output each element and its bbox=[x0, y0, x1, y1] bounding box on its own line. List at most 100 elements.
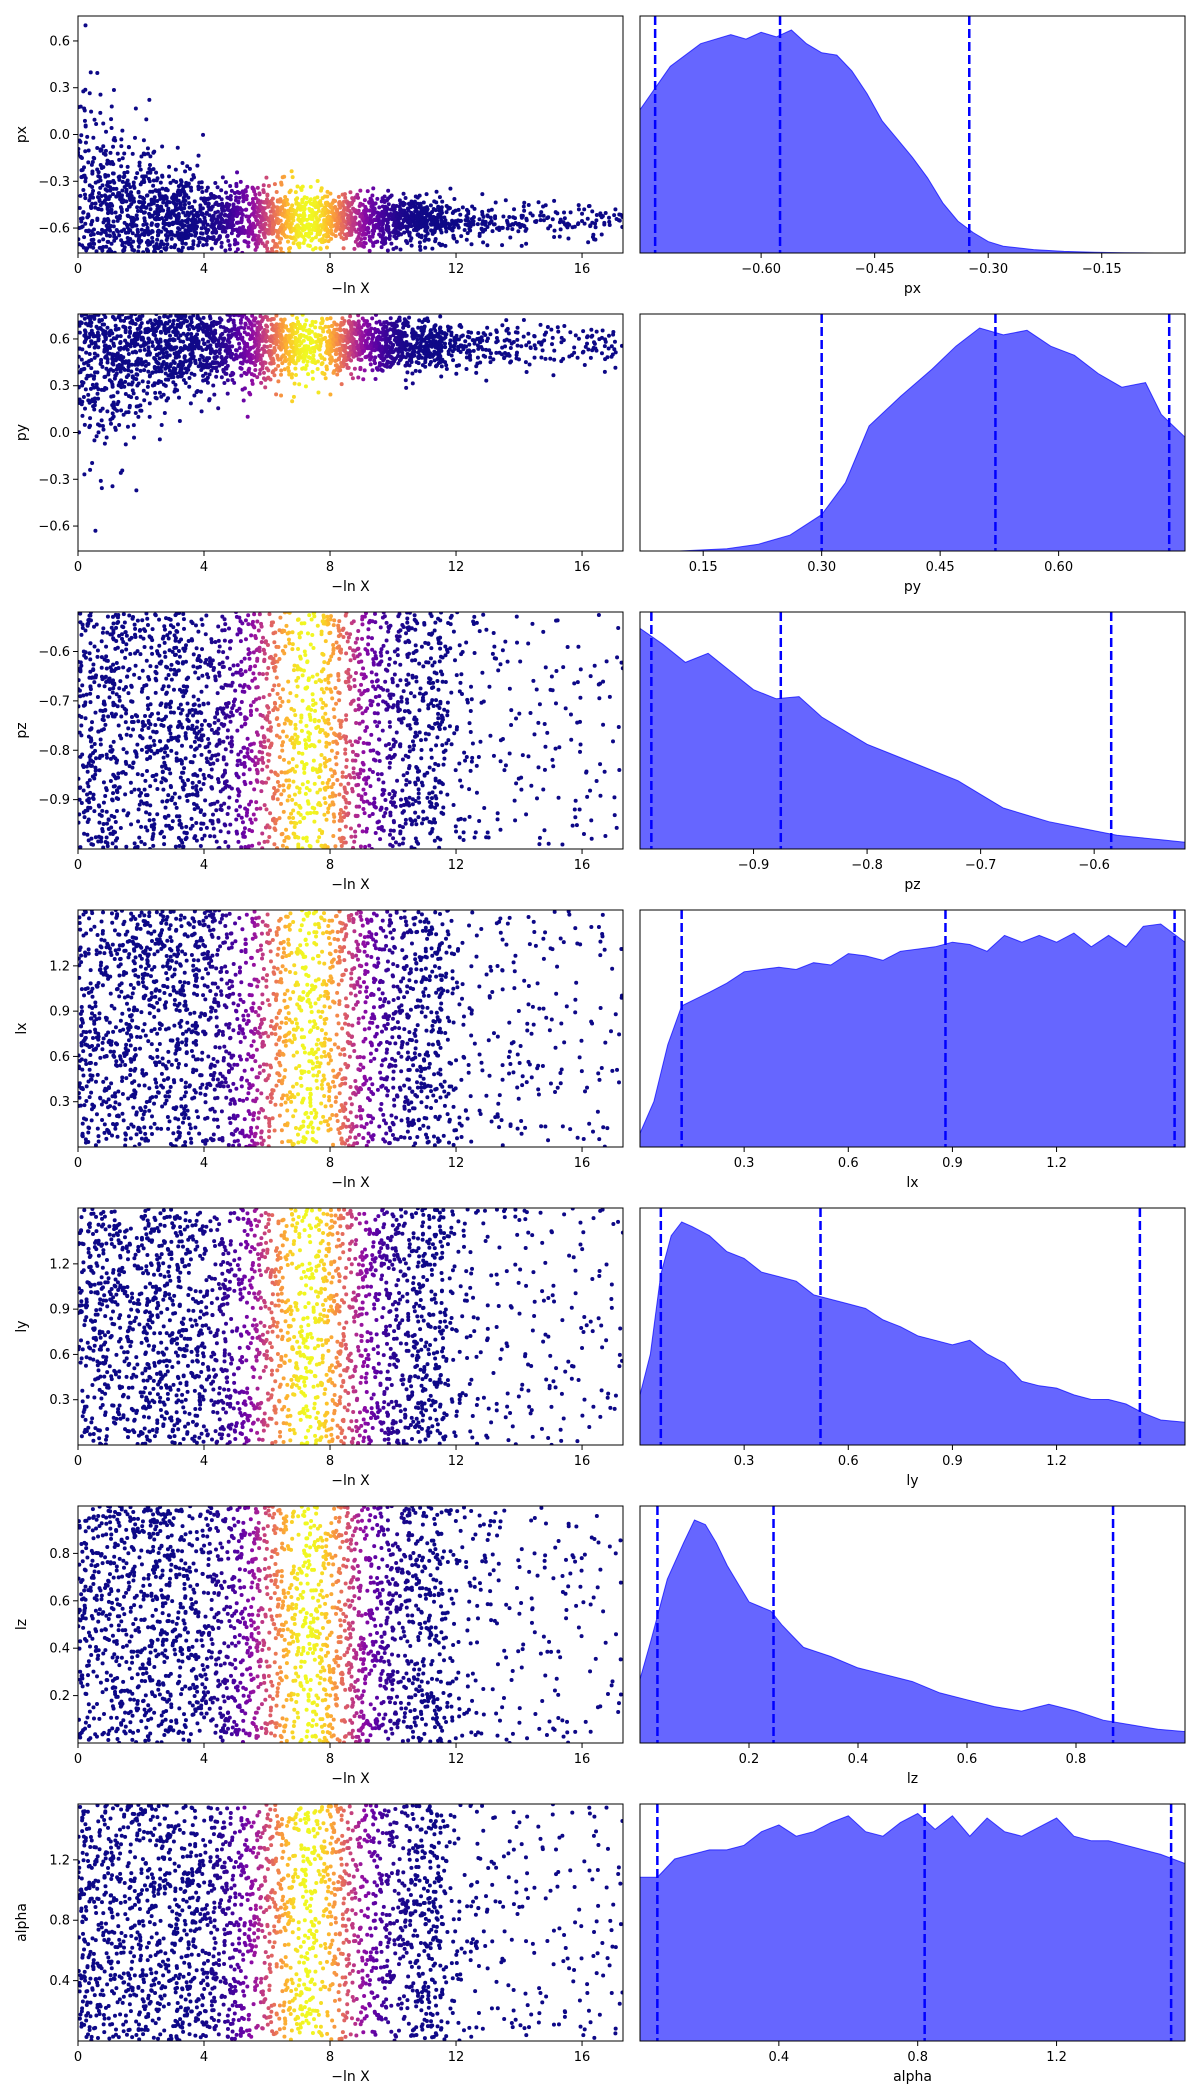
sample-point bbox=[165, 229, 170, 234]
sample-point bbox=[398, 247, 403, 252]
sample-point bbox=[254, 218, 259, 223]
sample-point bbox=[96, 326, 101, 331]
sample-point bbox=[109, 241, 114, 246]
sample-point bbox=[466, 330, 471, 335]
sample-point bbox=[424, 192, 429, 197]
sample-point bbox=[312, 345, 317, 350]
sample-point bbox=[476, 330, 481, 335]
sample-point bbox=[542, 332, 547, 337]
sample-point bbox=[156, 212, 161, 217]
sample-point bbox=[373, 376, 378, 381]
sample-point bbox=[334, 218, 339, 223]
sample-point bbox=[126, 410, 131, 415]
sample-point bbox=[211, 194, 216, 199]
sample-point bbox=[113, 358, 118, 363]
sample-point bbox=[287, 361, 292, 366]
sample-point bbox=[470, 204, 475, 209]
sample-point bbox=[190, 224, 195, 229]
sample-point bbox=[515, 330, 520, 335]
sample-point bbox=[247, 219, 252, 224]
sample-point bbox=[285, 202, 290, 207]
sample-point bbox=[244, 359, 249, 364]
sample-point bbox=[264, 366, 269, 371]
sample-point bbox=[181, 339, 186, 344]
sample-point bbox=[279, 236, 284, 241]
sample-point bbox=[384, 217, 389, 222]
sample-point bbox=[81, 394, 86, 399]
sample-point bbox=[549, 327, 554, 332]
sample-point bbox=[448, 338, 453, 343]
sample-point bbox=[109, 126, 114, 131]
sample-point bbox=[142, 233, 147, 238]
sample-point bbox=[557, 234, 562, 239]
sample-point bbox=[153, 188, 158, 193]
sample-point bbox=[179, 179, 184, 184]
sample-point bbox=[488, 351, 493, 356]
sample-point bbox=[227, 202, 232, 207]
sample-point bbox=[94, 121, 99, 126]
sample-point bbox=[541, 218, 546, 223]
sample-point bbox=[460, 205, 465, 210]
sample-point bbox=[340, 212, 345, 217]
sample-point bbox=[184, 370, 189, 375]
sample-point bbox=[250, 196, 255, 201]
sample-point bbox=[129, 369, 134, 374]
sample-point bbox=[247, 214, 252, 219]
sample-point bbox=[425, 225, 430, 230]
sample-point bbox=[269, 198, 274, 203]
sample-point bbox=[204, 242, 209, 247]
sample-point bbox=[126, 368, 131, 373]
sample-point bbox=[290, 175, 295, 180]
sample-point bbox=[111, 186, 116, 191]
sample-point bbox=[204, 188, 209, 193]
sample-point bbox=[271, 238, 276, 243]
sample-point bbox=[101, 427, 106, 432]
sample-point bbox=[231, 208, 236, 213]
sample-point bbox=[185, 336, 190, 341]
sample-point bbox=[550, 335, 555, 340]
sample-point bbox=[542, 338, 547, 343]
sample-point bbox=[229, 188, 234, 193]
sample-point bbox=[228, 247, 233, 252]
sample-point bbox=[326, 329, 331, 334]
sample-point bbox=[239, 230, 244, 235]
sample-point bbox=[576, 207, 581, 212]
sample-point bbox=[229, 219, 234, 224]
sample-point bbox=[108, 150, 113, 155]
sample-point bbox=[418, 340, 423, 345]
sample-point bbox=[594, 212, 599, 217]
sample-point bbox=[187, 327, 192, 332]
sample-point bbox=[434, 189, 439, 194]
sample-point bbox=[159, 249, 164, 253]
sample-point bbox=[112, 180, 117, 185]
sample-point bbox=[316, 227, 321, 232]
sample-point bbox=[377, 353, 382, 358]
sample-point bbox=[609, 344, 614, 349]
sample-point bbox=[275, 234, 280, 239]
sample-point bbox=[507, 338, 512, 343]
sample-point bbox=[135, 171, 140, 176]
sample-point bbox=[138, 344, 143, 349]
sample-point bbox=[565, 225, 570, 230]
sample-point bbox=[119, 385, 124, 390]
sample-point bbox=[302, 357, 307, 362]
sample-point bbox=[217, 351, 222, 356]
sample-point bbox=[382, 194, 387, 199]
sample-point bbox=[82, 472, 87, 477]
sample-point bbox=[155, 224, 160, 229]
sample-point bbox=[265, 249, 270, 253]
sample-point bbox=[291, 321, 296, 326]
sample-point bbox=[246, 228, 251, 233]
sample-point bbox=[202, 342, 207, 347]
sample-point bbox=[139, 227, 144, 232]
sample-point bbox=[146, 242, 151, 247]
sample-point bbox=[406, 324, 411, 329]
sample-point bbox=[485, 325, 490, 330]
sample-point bbox=[200, 211, 205, 216]
sample-point bbox=[409, 199, 414, 204]
sample-point bbox=[480, 347, 485, 352]
sample-point bbox=[318, 325, 323, 330]
sample-point bbox=[192, 199, 197, 204]
sample-point bbox=[492, 222, 497, 227]
sample-point bbox=[475, 361, 480, 366]
